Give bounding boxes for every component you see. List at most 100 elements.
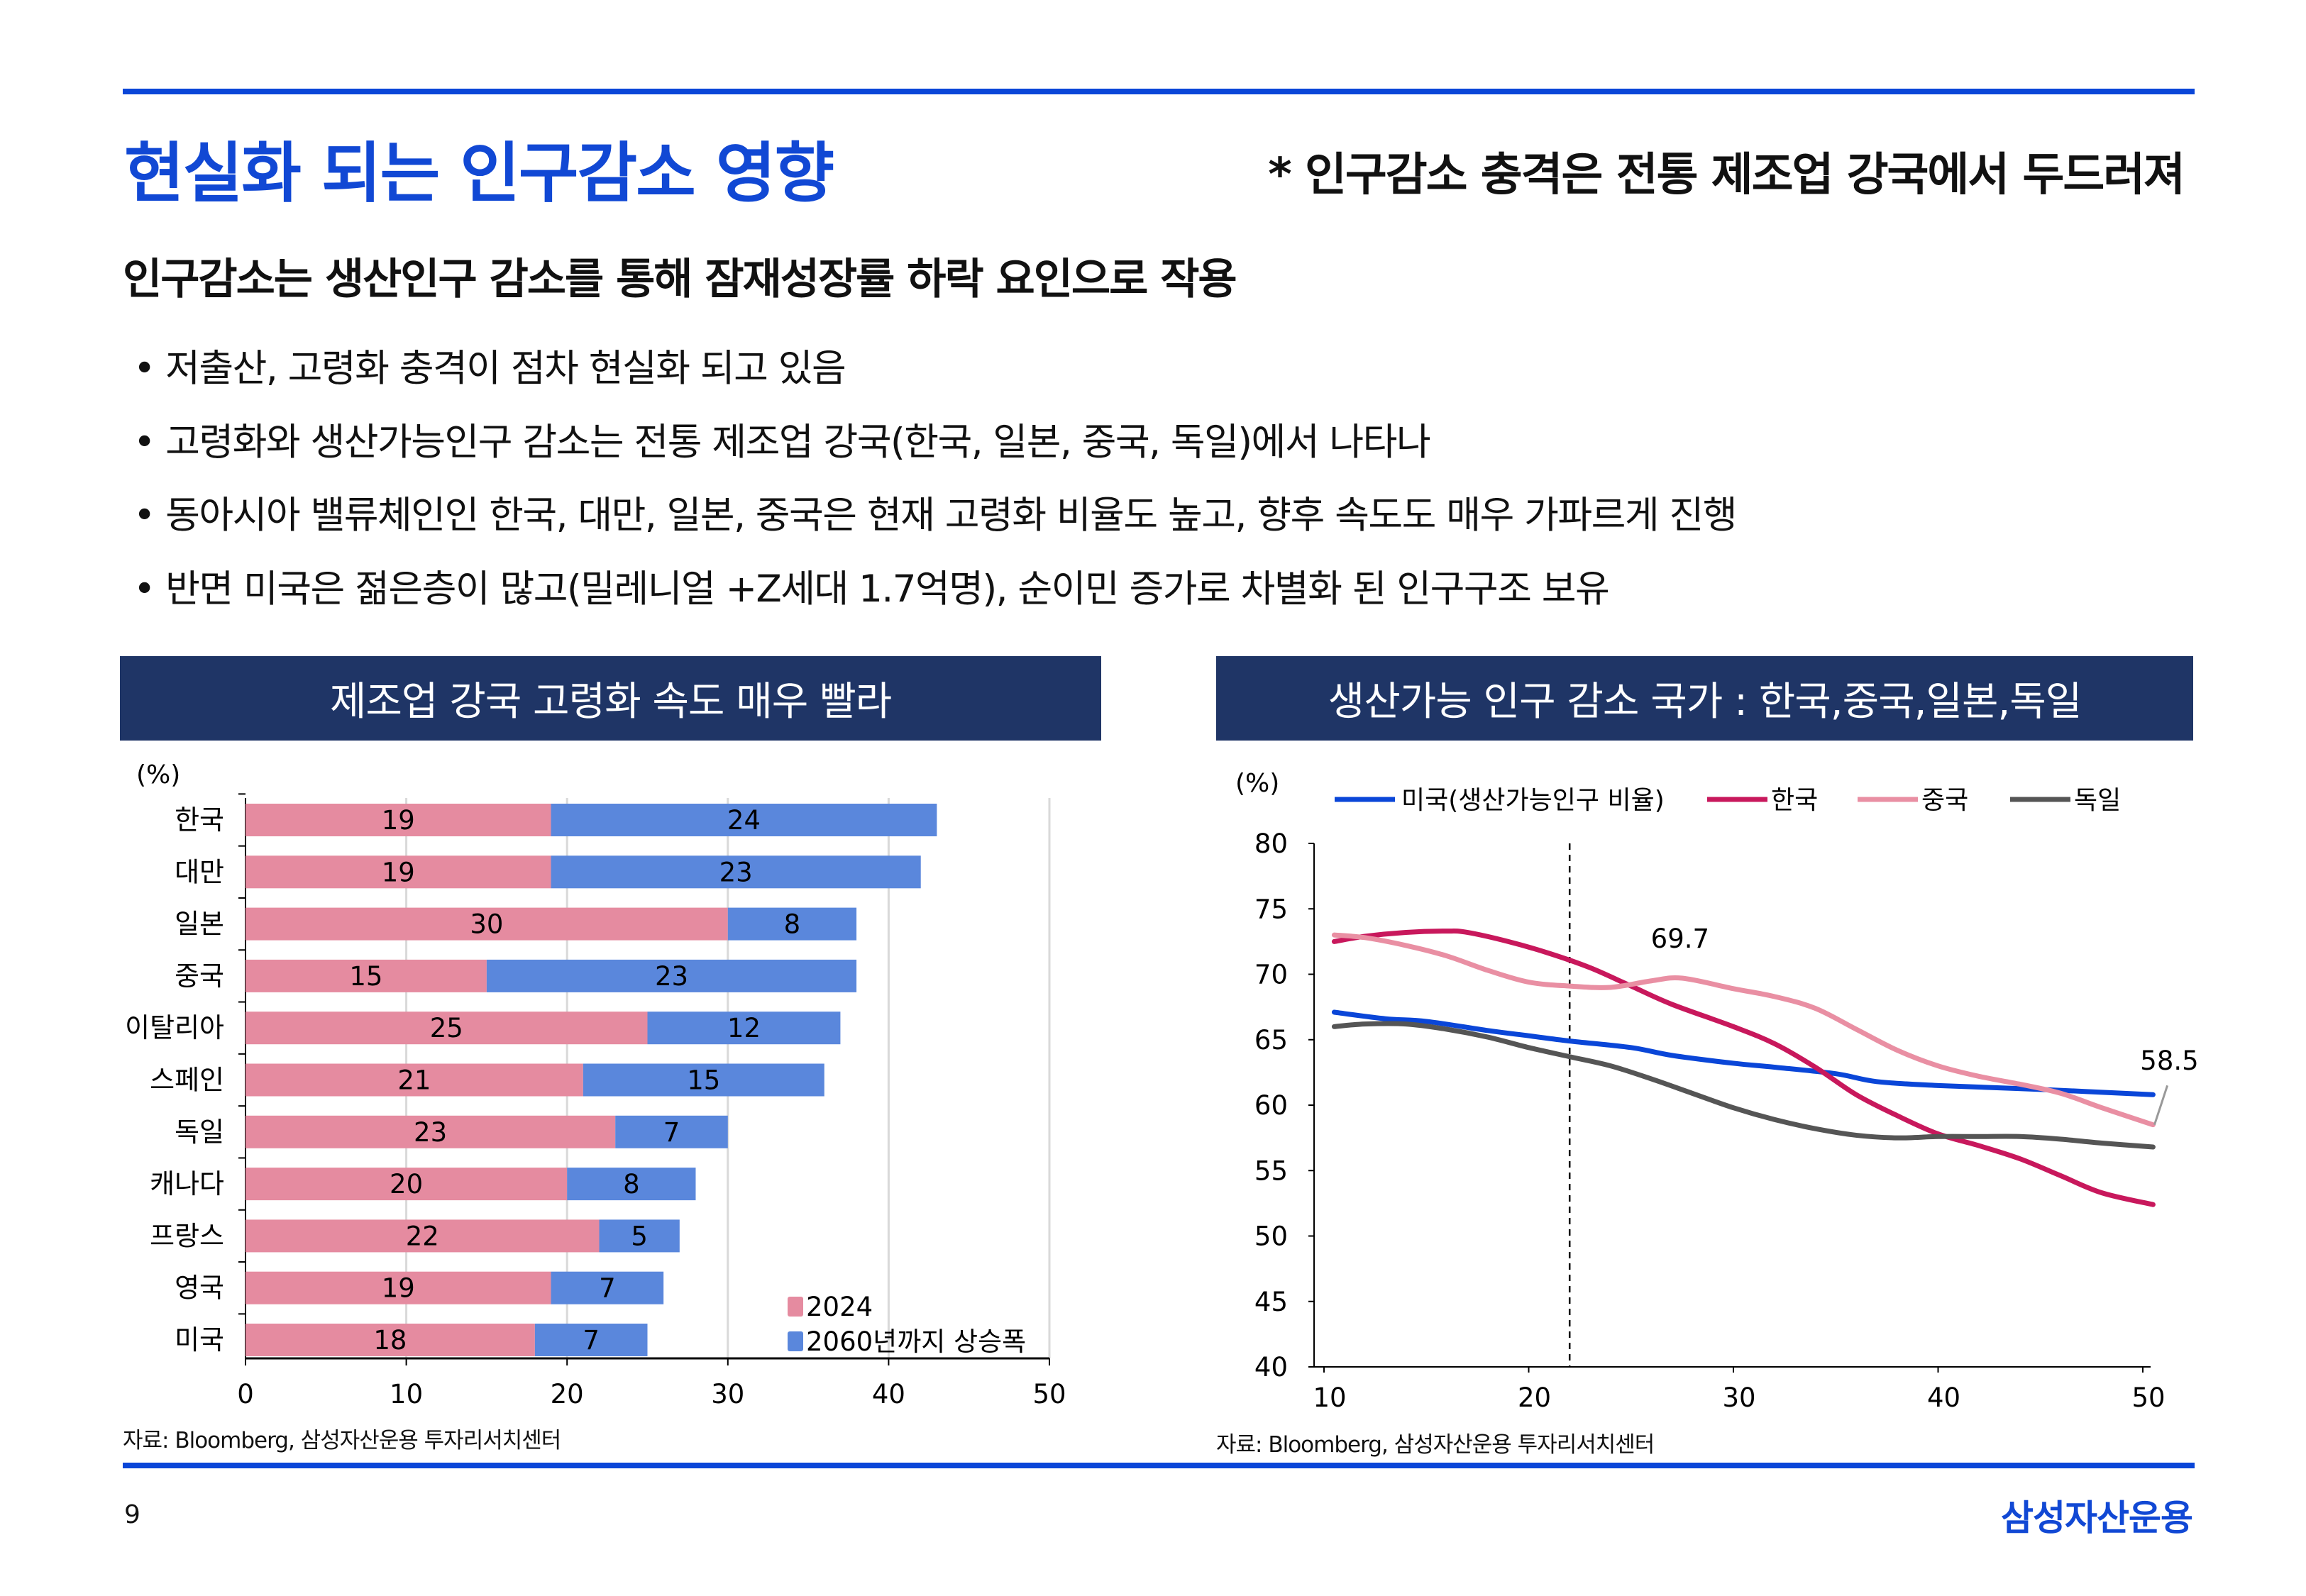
data-label: 20 — [390, 1169, 423, 1199]
x-tick-label: 10 — [1313, 1382, 1346, 1413]
category-label: 한국 — [175, 804, 224, 836]
page-subtitle: * 인구감소 충격은 전통 제조업 강국에서 두드러져 — [1268, 149, 2185, 201]
y-tick-label: 75 — [1254, 894, 1288, 924]
bar-segment — [246, 907, 728, 941]
bar-segment — [246, 1271, 551, 1304]
top-rule — [123, 89, 2195, 94]
data-label: 25 — [430, 1013, 463, 1043]
bar-segment — [599, 1219, 680, 1253]
series-line — [1331, 932, 2156, 1128]
legend-label: 2060년까지 상승폭 — [806, 1326, 1026, 1357]
bar-segment — [583, 1063, 824, 1097]
x-tick-label: 30 — [711, 1379, 744, 1409]
company-logo: 삼성자산운용 — [2001, 1497, 2193, 1539]
x-tick-label: 30 — [1722, 1382, 1755, 1413]
legend-swatch — [788, 1297, 803, 1317]
x-tick-label: 20 — [551, 1379, 584, 1409]
data-label: 24 — [727, 805, 761, 836]
category-label: 미국 — [175, 1324, 224, 1356]
bar-segment — [551, 855, 921, 889]
bar-segment — [647, 1012, 841, 1045]
category-label: 중국 — [175, 960, 224, 992]
bullet-item: • 반면 미국은 젊은층이 많고(밀레니얼 +Z세대 1.7억명), 순이민 증… — [133, 567, 1610, 611]
bar-segment — [246, 855, 551, 889]
bullet-item: • 동아시아 밸류체인인 한국, 대만, 일본, 중국은 현재 고령화 비율도 … — [133, 494, 1738, 537]
category-label: 대만 — [175, 856, 224, 887]
x-tick-label: 50 — [2131, 1382, 2165, 1413]
data-label: 7 — [583, 1325, 600, 1356]
data-label: 19 — [382, 857, 415, 887]
series-line — [1331, 1009, 2156, 1097]
legend-label: 중국 — [1921, 786, 1968, 815]
y-tick-label: 45 — [1254, 1287, 1288, 1317]
data-annotation: 58.5 — [2140, 1046, 2198, 1076]
bar-chart-header: 제조업 강국 고령화 속도 매우 빨라 — [120, 656, 1101, 741]
page-title: 현실화 되는 인구감소 영향 — [124, 135, 834, 211]
bar-chart-source: 자료: Bloomberg, 삼성자산운용 투자리서치센터 — [123, 1428, 561, 1453]
bullet-item: • 고령화와 생산가능인구 감소는 전통 제조업 강국(한국, 일본, 중국, … — [133, 421, 1431, 464]
category-label: 캐나다 — [150, 1168, 224, 1199]
category-label: 스페인 — [150, 1065, 224, 1096]
x-tick-label: 40 — [872, 1379, 905, 1409]
bar-segment — [246, 1324, 535, 1356]
data-annotation: 69.7 — [1651, 924, 1709, 954]
legend-label: 한국 — [1771, 786, 1818, 815]
y-tick-label: 50 — [1254, 1221, 1288, 1252]
legend-label: 2024 — [806, 1292, 873, 1322]
data-label: 7 — [663, 1117, 680, 1148]
data-label: 8 — [623, 1169, 640, 1199]
y-tick-label: 80 — [1254, 829, 1288, 859]
bar-segment — [246, 804, 551, 836]
series-line — [1331, 1021, 2156, 1150]
data-label: 15 — [687, 1065, 720, 1096]
category-label: 일본 — [175, 909, 224, 940]
x-tick-label: 10 — [390, 1379, 423, 1409]
data-label: 7 — [599, 1273, 616, 1304]
x-tick-label: 0 — [237, 1379, 254, 1409]
bar-segment — [246, 1219, 600, 1253]
bar-segment — [534, 1324, 648, 1356]
x-tick-label: 20 — [1518, 1382, 1551, 1413]
data-label: 15 — [349, 961, 382, 992]
data-label: 23 — [414, 1117, 447, 1148]
legend-swatch — [788, 1331, 803, 1351]
bar-segment — [246, 1063, 583, 1097]
data-label: 22 — [406, 1221, 439, 1251]
y-tick-label: 55 — [1254, 1156, 1288, 1186]
legend-label: 독일 — [2074, 786, 2121, 815]
data-label: 19 — [382, 805, 415, 836]
section-heading: 인구감소는 생산인구 감소를 통해 잠재성장률 하락 요인으로 작용 — [123, 255, 1237, 304]
unit-label: (%) — [136, 760, 180, 789]
bullet-item: • 저출산, 고령화 충격이 점차 현실화 되고 있음 — [133, 347, 846, 390]
unit-label: (%) — [1235, 769, 1279, 798]
category-label: 프랑스 — [150, 1220, 224, 1251]
line-chart-source: 자료: Bloomberg, 삼성자산운용 투자리서치센터 — [1216, 1432, 1655, 1458]
y-tick-label: 70 — [1254, 960, 1288, 990]
data-label: 30 — [470, 909, 503, 940]
data-label: 8 — [784, 909, 801, 940]
bar-segment — [551, 804, 937, 836]
bar-segment — [551, 1271, 664, 1304]
bar-segment — [727, 907, 857, 941]
category-label: 영국 — [175, 1273, 224, 1304]
bar-segment — [246, 1115, 616, 1148]
data-label: 5 — [631, 1221, 648, 1251]
annotation-leader — [2153, 1085, 2169, 1126]
bar-segment — [246, 959, 487, 992]
bar-segment — [567, 1168, 696, 1201]
bar-segment — [486, 959, 857, 992]
category-label: 독일 — [175, 1116, 224, 1148]
y-tick-label: 40 — [1254, 1352, 1288, 1382]
bar-segment — [615, 1115, 728, 1148]
data-label: 21 — [397, 1065, 431, 1096]
legend-label: 미국(생산가능인구 비율) — [1401, 786, 1665, 815]
data-label: 12 — [727, 1013, 761, 1043]
data-label: 23 — [655, 961, 688, 992]
series-line — [1331, 929, 2156, 1207]
y-tick-label: 65 — [1254, 1025, 1288, 1055]
category-label: 이탈리아 — [125, 1012, 224, 1043]
data-label: 23 — [719, 857, 753, 887]
line-chart-header: 생산가능 인구 감소 국가 : 한국,중국,일본,독일 — [1216, 656, 2193, 741]
